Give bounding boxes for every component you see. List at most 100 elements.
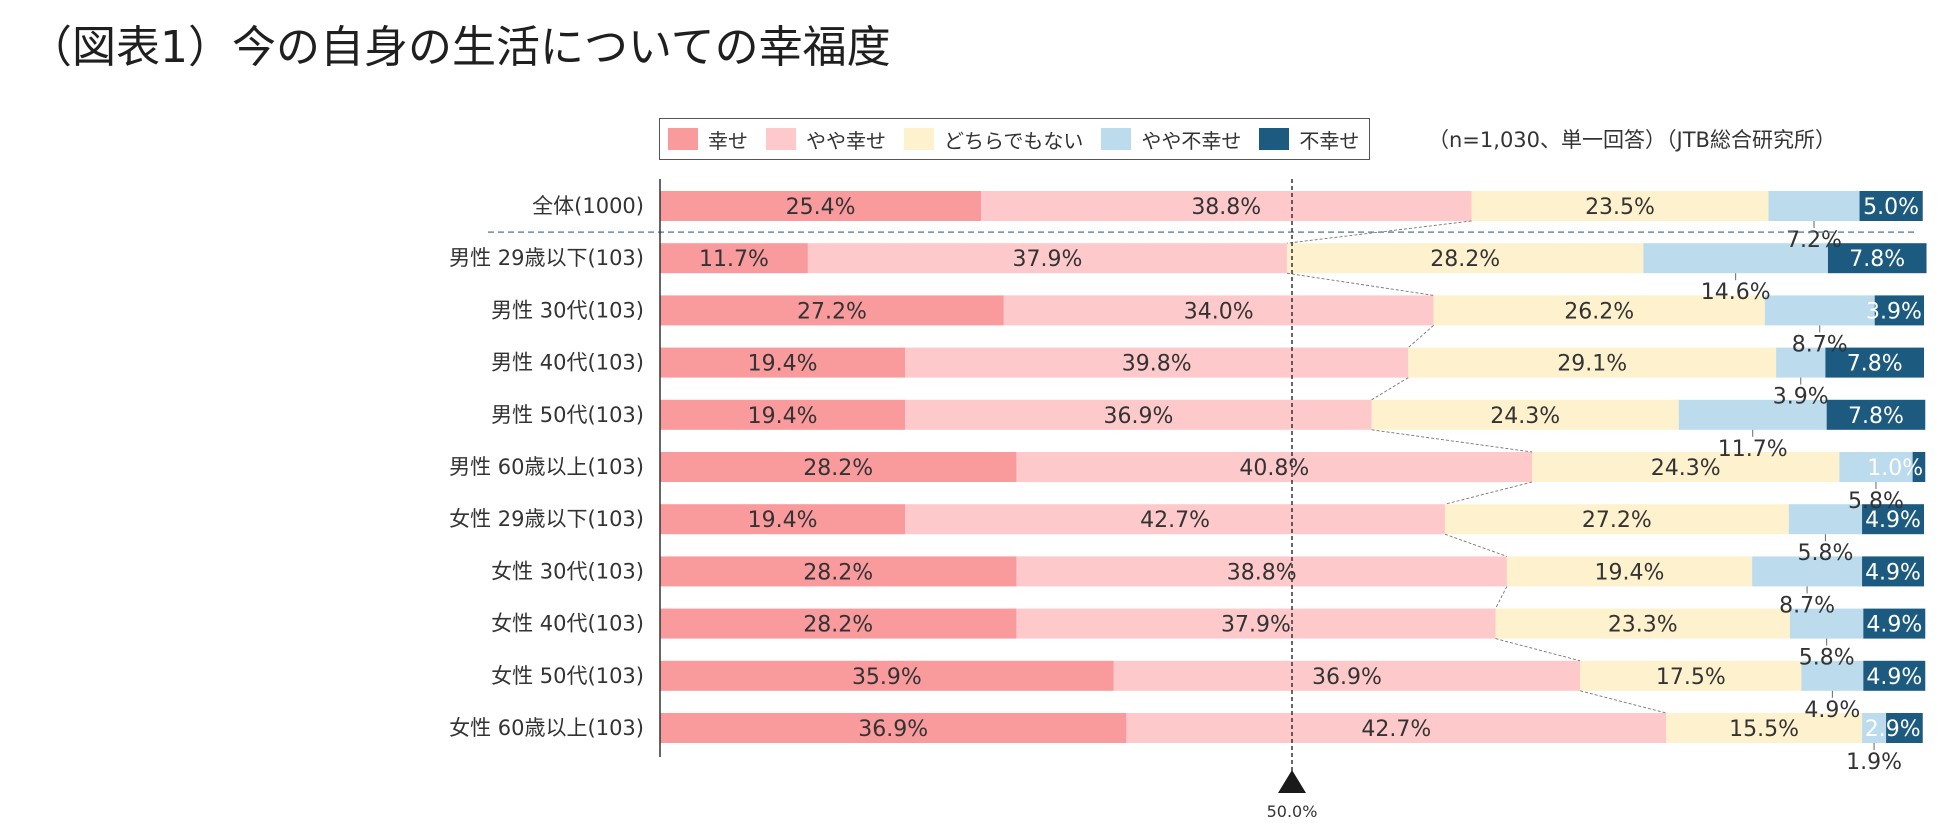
segment-connector <box>1495 586 1508 609</box>
bar-segment <box>1433 295 1765 326</box>
bar-segment <box>1859 191 1923 221</box>
bar-segment <box>1003 295 1434 326</box>
bar-segment <box>807 243 1287 274</box>
value-label: 1.0% <box>1867 456 1923 481</box>
value-label: 4.9% <box>1865 508 1921 533</box>
value-label: 4.9% <box>1865 560 1921 585</box>
bar-segment <box>1801 660 1864 691</box>
row-label: 男性 40代(103) <box>491 351 644 375</box>
value-label: 28.2% <box>803 613 873 638</box>
value-label: 19.4% <box>748 404 818 429</box>
value-label: 8.7% <box>1792 332 1848 357</box>
bar-segment <box>660 399 906 430</box>
value-label: 28.2% <box>1430 247 1500 272</box>
segment-connector <box>1371 377 1409 401</box>
value-label: 25.4% <box>786 195 856 220</box>
bar-segment <box>1886 713 1923 743</box>
legend-swatch-happy <box>668 128 698 150</box>
legend-item-unhappy: 不幸せ <box>1259 125 1359 154</box>
bar-segment <box>1752 556 1863 587</box>
legend-label-happy: 幸せ <box>708 128 748 153</box>
value-label: 4.9% <box>1866 613 1922 638</box>
bar-segment <box>1495 608 1791 639</box>
legend-swatch-somewhat-happy <box>766 128 796 150</box>
value-label: 4.9% <box>1866 665 1922 690</box>
bar-segment <box>1016 452 1533 482</box>
value-label: 28.2% <box>803 456 873 481</box>
row-label: 男性 29歳以下(103) <box>449 246 644 270</box>
bar-segment <box>1678 399 1827 430</box>
bar-segment <box>660 608 1017 639</box>
value-label: 15.5% <box>1729 717 1799 742</box>
segment-connector <box>1444 533 1508 557</box>
value-label: 39.8% <box>1122 352 1192 377</box>
value-label: 34.0% <box>1184 299 1254 324</box>
axis-layer: 50.0% <box>488 179 1918 821</box>
bar-segment <box>660 347 906 378</box>
value-label: 28.2% <box>803 560 873 585</box>
value-label: 38.8% <box>1227 560 1297 585</box>
legend-item-happy: 幸せ <box>668 125 748 154</box>
value-label: 2.9% <box>1865 717 1921 742</box>
row-label: 女性 40代(103) <box>491 612 644 636</box>
bar-segment <box>981 191 1472 221</box>
value-label: 14.6% <box>1701 280 1771 305</box>
legend-label-somewhat-happy: やや幸せ <box>806 128 886 153</box>
bar-segment <box>660 556 1017 587</box>
legend-label-somewhat-unhappy: やや不幸せ <box>1141 128 1242 153</box>
bar-segment <box>1444 504 1789 535</box>
bar-segment <box>905 399 1372 430</box>
value-label: 26.2% <box>1564 299 1634 324</box>
value-label: 24.3% <box>1651 456 1721 481</box>
segment-connector <box>1580 690 1667 714</box>
chart-title: （図表1）今の自身の生活についての幸福度 <box>28 22 891 73</box>
value-label: 5.8% <box>1797 541 1853 566</box>
value-label: 42.7% <box>1140 508 1210 533</box>
value-label: 36.9% <box>858 717 928 742</box>
bar-segment <box>1126 713 1667 743</box>
bar-segment <box>1471 191 1769 221</box>
row-label: 女性 29歳以下(103) <box>449 507 644 531</box>
value-label: 17.5% <box>1656 665 1726 690</box>
segment-connector <box>1444 481 1533 505</box>
value-label: 35.9% <box>852 665 922 690</box>
value-label: 24.3% <box>1490 404 1560 429</box>
bar-segment <box>660 243 808 274</box>
bar-segment <box>1506 556 1753 587</box>
value-label: 19.4% <box>748 352 818 377</box>
row-label: 全体(1000) <box>532 194 644 218</box>
value-label: 11.7% <box>699 247 769 272</box>
row-label: 女性 30代(103) <box>491 559 644 583</box>
bar-segment <box>1286 243 1644 274</box>
bar-segment <box>1768 191 1860 221</box>
row-label: 女性 50代(103) <box>491 664 644 688</box>
value-label: 5.0% <box>1863 195 1919 220</box>
value-label: 19.4% <box>1595 560 1665 585</box>
legend-swatch-unhappy <box>1259 128 1290 150</box>
value-label: 36.9% <box>1312 665 1382 690</box>
legend-swatch-somewhat-unhappy <box>1101 128 1132 150</box>
value-label: 37.9% <box>1012 247 1082 272</box>
value-label: 5.8% <box>1799 646 1855 671</box>
bar-segment <box>1825 347 1924 378</box>
bar-segment <box>1839 452 1913 482</box>
bar-segment <box>1788 504 1863 535</box>
bar-segment <box>1826 399 1926 430</box>
bar-segment <box>1532 452 1840 482</box>
bar-segment <box>1912 452 1926 482</box>
value-label: 27.2% <box>1582 508 1652 533</box>
bar-segment <box>1790 608 1864 639</box>
bar-segment <box>660 452 1017 482</box>
bar-segment <box>1862 504 1924 535</box>
bar-segment <box>1862 556 1924 587</box>
bar-segment <box>1016 608 1496 639</box>
value-label: 40.8% <box>1239 456 1309 481</box>
bar-segment <box>660 504 906 535</box>
row-label: 男性 50代(103) <box>491 403 644 427</box>
value-label: 3.9% <box>1773 385 1829 410</box>
legend-item-somewhat-unhappy: やや不幸せ <box>1101 125 1241 154</box>
value-label: 7.8% <box>1849 247 1905 272</box>
bar-segment <box>1874 295 1924 326</box>
bar-segment <box>1863 660 1926 691</box>
value-label: 7.8% <box>1847 352 1903 377</box>
